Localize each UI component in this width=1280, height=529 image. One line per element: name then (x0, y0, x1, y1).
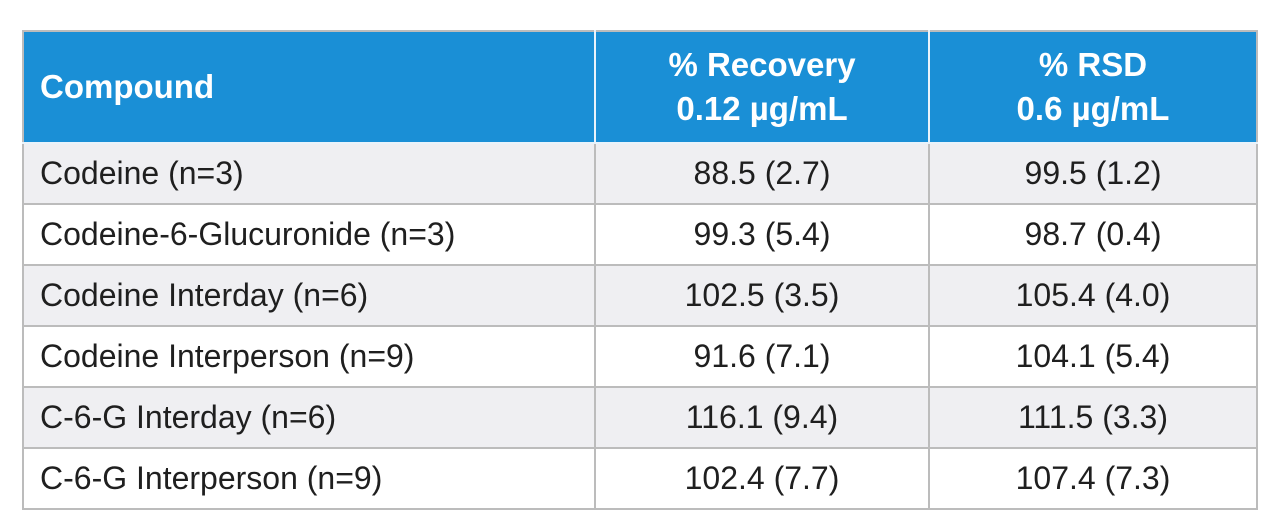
table-header: Compound % Recovery 0.12 µg/mL % RSD 0.6… (22, 30, 1258, 144)
cell-rsd: 107.4 (7.3) (928, 447, 1258, 510)
table-row: Codeine Interday (n=6) 102.5 (3.5) 105.4… (22, 264, 1258, 327)
cell-rsd: 99.5 (1.2) (928, 142, 1258, 205)
cell-compound: C-6-G Interperson (n=9) (22, 447, 596, 510)
cell-recovery: 88.5 (2.7) (594, 142, 930, 205)
cell-recovery: 102.4 (7.7) (594, 447, 930, 510)
header-recovery: % Recovery 0.12 µg/mL (594, 30, 930, 144)
cell-recovery: 116.1 (9.4) (594, 386, 930, 449)
cell-compound: Codeine Interperson (n=9) (22, 325, 596, 388)
table-row: Codeine Interperson (n=9) 91.6 (7.1) 104… (22, 325, 1258, 388)
table-row: C-6-G Interperson (n=9) 102.4 (7.7) 107.… (22, 447, 1258, 510)
table-row: C-6-G Interday (n=6) 116.1 (9.4) 111.5 (… (22, 386, 1258, 449)
cell-rsd: 105.4 (4.0) (928, 264, 1258, 327)
cell-recovery: 91.6 (7.1) (594, 325, 930, 388)
cell-compound: Codeine (n=3) (22, 142, 596, 205)
cell-rsd: 98.7 (0.4) (928, 203, 1258, 266)
cell-recovery: 99.3 (5.4) (594, 203, 930, 266)
header-recovery-title: % Recovery (668, 46, 856, 83)
results-table-container: Compound % Recovery 0.12 µg/mL % RSD 0.6… (22, 30, 1258, 510)
header-row: Compound % Recovery 0.12 µg/mL % RSD 0.6… (22, 30, 1258, 144)
header-rsd-title: % RSD (1038, 46, 1148, 83)
header-compound: Compound (22, 30, 596, 144)
cell-recovery: 102.5 (3.5) (594, 264, 930, 327)
cell-rsd: 111.5 (3.3) (928, 386, 1258, 449)
table-body: Codeine (n=3) 88.5 (2.7) 99.5 (1.2) Code… (22, 142, 1258, 510)
cell-rsd: 104.1 (5.4) (928, 325, 1258, 388)
header-recovery-conc: 0.12 µg/mL (676, 90, 848, 127)
cell-compound: Codeine Interday (n=6) (22, 264, 596, 327)
cell-compound: C-6-G Interday (n=6) (22, 386, 596, 449)
table-row: Codeine-6-Glucuronide (n=3) 99.3 (5.4) 9… (22, 203, 1258, 266)
header-rsd: % RSD 0.6 µg/mL (928, 30, 1258, 144)
table-row: Codeine (n=3) 88.5 (2.7) 99.5 (1.2) (22, 142, 1258, 205)
cell-compound: Codeine-6-Glucuronide (n=3) (22, 203, 596, 266)
header-rsd-conc: 0.6 µg/mL (1016, 90, 1170, 127)
results-table: Compound % Recovery 0.12 µg/mL % RSD 0.6… (22, 30, 1258, 510)
